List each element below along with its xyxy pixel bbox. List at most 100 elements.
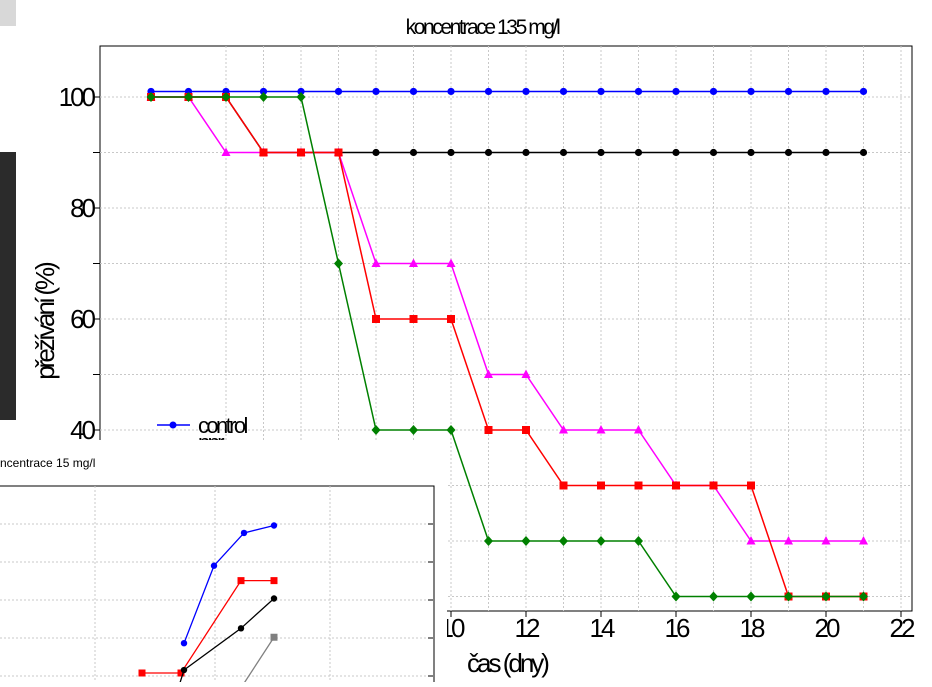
series-point-4 xyxy=(746,591,756,602)
series-point-3 xyxy=(484,426,493,434)
series-point-2 xyxy=(746,536,756,545)
series-point-2 xyxy=(521,369,531,378)
series-point-3 xyxy=(559,481,568,490)
series-point-0 xyxy=(259,87,268,96)
series-point-0 xyxy=(784,87,793,96)
series-point-4 xyxy=(709,591,718,602)
series-point-0 xyxy=(747,87,755,96)
series-point-2 xyxy=(821,536,831,545)
series-point-3 xyxy=(522,426,530,434)
x-axis-label: čas (dny) xyxy=(467,648,549,678)
series-point-1 xyxy=(522,148,530,157)
chart-title: koncentrace 135 mg/l xyxy=(406,16,561,39)
inset-series-point-2 xyxy=(270,595,278,602)
series-point-0 xyxy=(522,87,530,96)
series-point-1 xyxy=(859,148,868,157)
series-group xyxy=(146,87,868,602)
series-point-0 xyxy=(409,87,418,96)
y-axis-label: přežívání (%) xyxy=(30,262,60,380)
series-point-1 xyxy=(634,148,643,157)
inset-series-line-0 xyxy=(183,524,275,644)
series-point-4 xyxy=(221,92,231,102)
inset-chart-window: ncentrace 15 mg/l xyxy=(0,440,447,687)
x-tick-label: 22 xyxy=(890,613,915,643)
inset-series-point-0 xyxy=(270,522,278,529)
series-point-4 xyxy=(521,536,531,546)
inset-series-point-2 xyxy=(180,666,188,674)
inset-chart-title: ncentrace 15 mg/l xyxy=(0,456,95,470)
series-point-4 xyxy=(859,591,868,602)
series-point-3 xyxy=(672,481,680,490)
series-point-3 xyxy=(634,481,643,490)
inset-series-line-2 xyxy=(177,598,275,687)
series-point-3 xyxy=(259,148,268,157)
series-point-2 xyxy=(409,258,418,267)
inset-series-group xyxy=(138,522,278,687)
series-point-0 xyxy=(822,87,830,96)
inset-series-point-1 xyxy=(270,577,278,585)
series-point-3 xyxy=(409,315,418,323)
series-point-1 xyxy=(709,148,718,157)
series-point-3 xyxy=(372,315,380,323)
x-tick-label: 14 xyxy=(590,613,615,643)
series-point-3 xyxy=(747,481,755,490)
series-point-4 xyxy=(634,536,643,546)
series-point-4 xyxy=(334,258,343,269)
series-point-0 xyxy=(859,87,868,96)
series-point-1 xyxy=(409,148,418,157)
y-tick-label: 80 xyxy=(70,193,95,223)
series-point-2 xyxy=(634,425,643,434)
series-point-4 xyxy=(559,536,568,546)
y-tick-label: 100 xyxy=(59,82,96,112)
series-point-0 xyxy=(709,87,718,96)
inset-series-line-3 xyxy=(240,636,275,687)
series-point-2 xyxy=(859,536,868,545)
series-point-3 xyxy=(297,148,305,157)
series-line-3 xyxy=(151,96,864,598)
series-point-2 xyxy=(371,258,381,267)
series-point-1 xyxy=(372,148,380,157)
series-point-4 xyxy=(184,92,193,102)
series-point-3 xyxy=(334,148,343,157)
inset-series-point-1 xyxy=(138,669,146,677)
series-point-4 xyxy=(784,591,793,602)
background-photo-fragment-top xyxy=(0,0,16,26)
series-point-2 xyxy=(446,258,456,267)
series-point-2 xyxy=(484,369,493,378)
series-point-4 xyxy=(409,425,418,435)
series-point-3 xyxy=(597,481,605,490)
series-point-0 xyxy=(672,87,680,96)
series-point-4 xyxy=(484,536,493,546)
inset-grid-lines xyxy=(0,486,433,682)
series-point-0 xyxy=(597,87,605,96)
background-photo-fragment xyxy=(0,152,16,420)
series-point-3 xyxy=(709,481,718,490)
y-tick-label: 60 xyxy=(70,304,95,334)
series-point-0 xyxy=(484,87,493,96)
x-tick-labels: 10 12 14 16 18 20 22 xyxy=(440,611,918,643)
series-point-1 xyxy=(484,148,493,157)
inset-chart: ncentrace 15 mg/l xyxy=(0,456,435,687)
series-point-4 xyxy=(596,536,606,546)
series-point-4 xyxy=(296,92,306,102)
inset-series-line-1 xyxy=(142,579,274,674)
inset-series-point-1 xyxy=(177,669,185,677)
series-point-0 xyxy=(634,87,643,96)
series-point-4 xyxy=(446,425,456,435)
x-tick-label: 18 xyxy=(740,613,765,643)
series-line-4 xyxy=(151,96,864,598)
series-point-3 xyxy=(447,315,455,323)
legend-label-control: control xyxy=(198,413,248,438)
series-point-0 xyxy=(447,87,455,96)
series-point-1 xyxy=(597,148,605,157)
series-point-0 xyxy=(372,87,380,96)
series-point-1 xyxy=(784,148,793,157)
series-point-1 xyxy=(447,148,455,157)
inset-series-point-3 xyxy=(270,633,278,641)
series-point-4 xyxy=(671,591,681,602)
inset-series-point-0 xyxy=(180,640,188,647)
series-point-4 xyxy=(371,425,381,435)
series-point-0 xyxy=(334,87,343,96)
series-point-4 xyxy=(821,591,831,602)
series-point-0 xyxy=(297,87,305,96)
